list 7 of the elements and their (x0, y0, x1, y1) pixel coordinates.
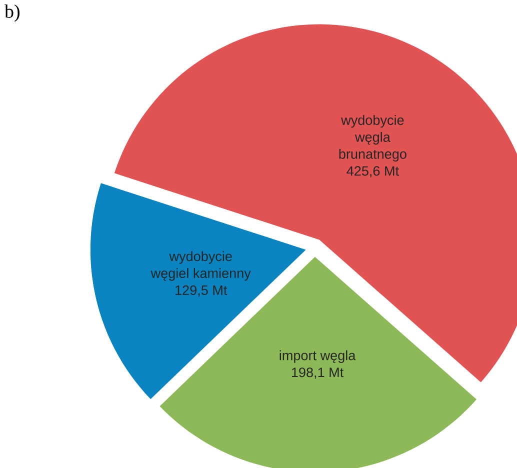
data-label: 198,1 Mt (292, 367, 344, 379)
slice-label: wydobycie węgiel kamienny (150, 251, 251, 281)
data-label: 129,5 Mt (176, 285, 228, 296)
slice-label: import węgla (280, 350, 356, 363)
slice-label: wydobycie węgla brunatnego (339, 114, 406, 162)
chart-title: b) (4, 4, 20, 22)
data-label: 425,6 Mt (346, 166, 399, 178)
